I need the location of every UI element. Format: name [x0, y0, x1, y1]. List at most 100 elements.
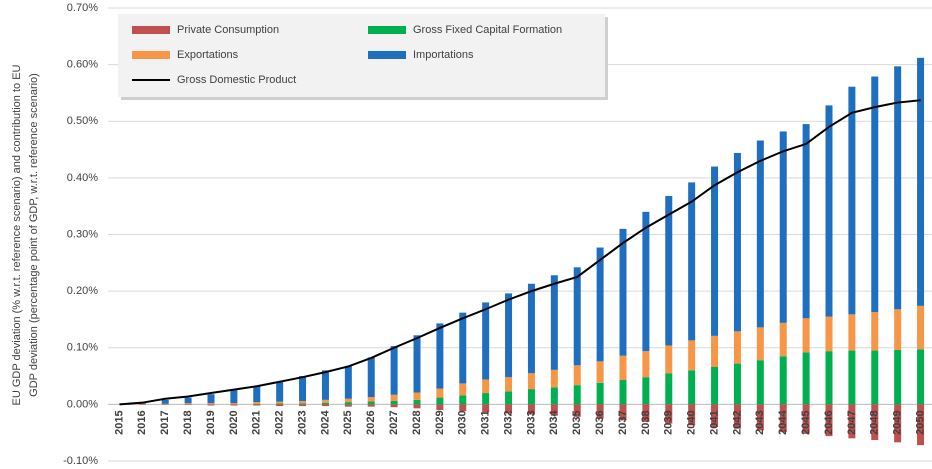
x-tick-label: 2050	[914, 410, 926, 434]
y-tick-label: 0.40%	[67, 172, 98, 184]
x-tick-label: 2045	[800, 410, 812, 434]
x-tick-label: 2018	[182, 410, 194, 434]
bar	[596, 247, 604, 362]
bar	[871, 312, 879, 351]
x-tick-label: 2020	[228, 410, 240, 434]
bar	[299, 400, 307, 404]
bar	[367, 397, 375, 402]
x-tick-label: 2035	[571, 410, 583, 434]
y-tick-label: 0.10%	[67, 342, 98, 354]
bar	[527, 373, 535, 390]
bar	[230, 403, 238, 405]
bar	[413, 399, 421, 405]
bar	[802, 124, 810, 319]
bar	[733, 363, 741, 405]
x-tick-label: 2046	[823, 410, 835, 434]
bar	[436, 404, 444, 411]
bar	[848, 404, 856, 439]
bar	[253, 404, 261, 406]
bar	[482, 379, 490, 394]
y-tick-label: -0.10%	[63, 455, 98, 467]
bar	[482, 302, 490, 380]
legend-label: Importations	[413, 49, 474, 61]
y-tick-label: 0.20%	[67, 285, 98, 297]
x-tick-label: 2034	[548, 410, 560, 435]
x-tick-label: 2043	[754, 410, 766, 434]
legend-swatch	[132, 51, 170, 59]
bar	[390, 404, 398, 408]
bar	[917, 349, 925, 405]
bar	[573, 267, 581, 366]
x-tick-label: 2039	[663, 410, 675, 434]
x-tick-label: 2048	[869, 410, 881, 434]
bar	[894, 66, 902, 310]
y-tick-label: 0.50%	[67, 115, 98, 127]
legend: Private Consumption Gross Fixed Capital F…	[118, 14, 608, 100]
bar	[436, 397, 444, 405]
bar	[802, 404, 810, 434]
x-tick-label: 2017	[159, 410, 171, 434]
bar	[894, 404, 902, 443]
bar	[642, 377, 650, 405]
bar	[276, 381, 284, 402]
x-tick-label: 2027	[388, 410, 400, 434]
x-tick-label: 2047	[846, 410, 858, 434]
bar	[756, 360, 764, 405]
bar	[871, 350, 879, 405]
y-axis-label: EU GDP deviation (% w.r.t. reference sce…	[11, 64, 23, 405]
bar	[527, 389, 535, 405]
x-tick-label: 2024	[319, 410, 331, 435]
bar	[482, 404, 490, 413]
legend-label: Exportations	[177, 49, 239, 61]
bar	[733, 331, 741, 364]
x-tick-label: 2022	[274, 410, 286, 434]
bar	[825, 404, 833, 437]
bar	[184, 403, 192, 405]
x-tick-label: 2044	[777, 410, 789, 435]
bar	[642, 404, 650, 422]
bar	[527, 283, 535, 374]
bar	[413, 404, 421, 409]
bar	[161, 404, 169, 405]
bar	[253, 386, 261, 403]
bar	[207, 394, 215, 404]
bar	[665, 195, 673, 346]
bar	[184, 397, 192, 404]
bar	[344, 365, 352, 399]
bar	[871, 404, 879, 441]
bar	[138, 404, 146, 405]
bar	[505, 404, 513, 414]
bar	[596, 404, 604, 419]
bar	[779, 356, 787, 405]
x-tick-label: 2041	[708, 410, 720, 434]
bar	[917, 404, 925, 446]
bar	[344, 398, 352, 403]
x-tick-label: 2028	[411, 410, 423, 434]
bar	[619, 228, 627, 356]
bar	[871, 76, 879, 313]
bar	[802, 318, 810, 353]
bar	[779, 404, 787, 433]
bar	[482, 393, 490, 405]
bar	[596, 361, 604, 383]
bar	[436, 323, 444, 389]
bar	[344, 402, 352, 405]
x-tick-label: 2038	[640, 410, 652, 434]
bar	[207, 404, 215, 406]
bar	[733, 404, 741, 429]
legend-label: Gross Fixed Capital Formation	[413, 24, 562, 36]
x-tick-label: 2040	[686, 410, 698, 434]
bar	[642, 351, 650, 378]
bar	[276, 401, 284, 404]
bar	[207, 403, 215, 405]
bar	[321, 402, 329, 405]
bar	[184, 404, 192, 405]
bar	[138, 403, 146, 405]
legend-label: Private Consumption	[177, 24, 279, 36]
legend-swatch	[368, 26, 406, 34]
bar	[550, 387, 558, 405]
bar	[665, 373, 673, 405]
bar	[299, 376, 307, 401]
bar	[848, 350, 856, 405]
bar	[459, 395, 467, 405]
